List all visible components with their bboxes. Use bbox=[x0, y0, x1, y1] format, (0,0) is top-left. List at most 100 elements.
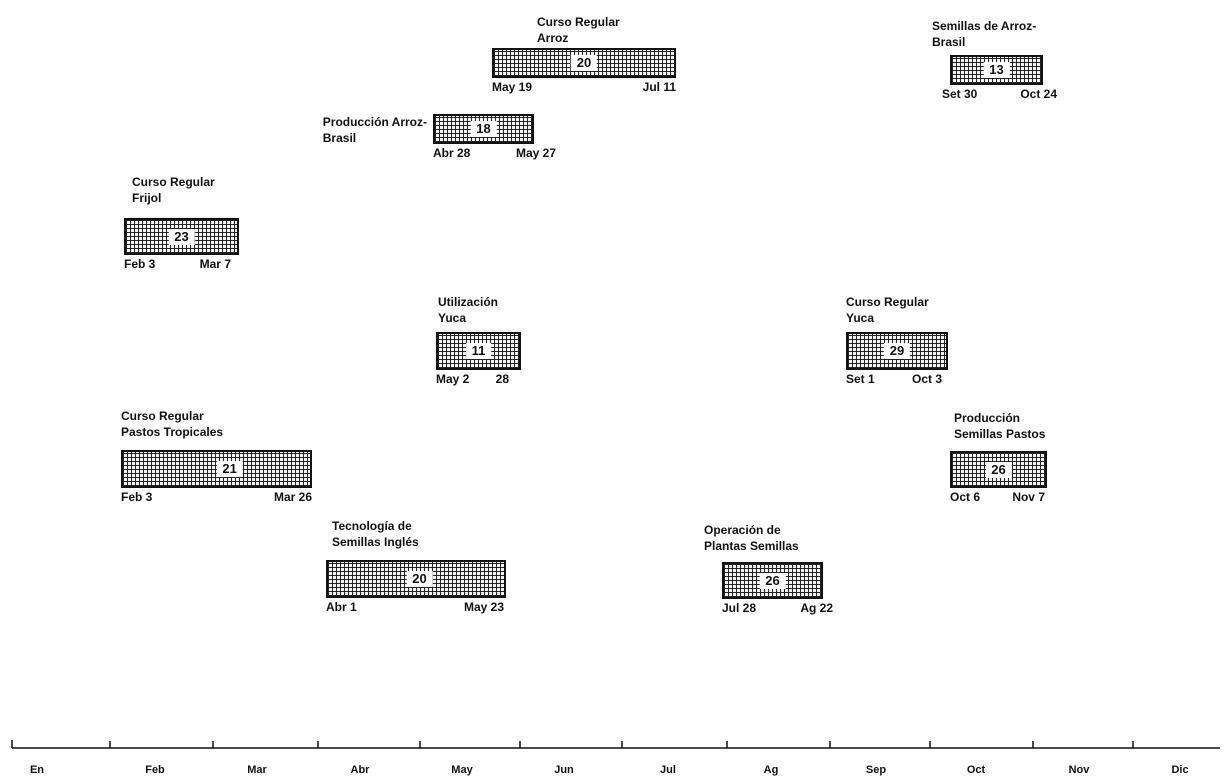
course-title: Tecnología de Semillas Inglés bbox=[326, 518, 506, 550]
course-title-line1: Producción Arroz- bbox=[322, 115, 427, 129]
start-date: Feb 3 bbox=[121, 490, 153, 504]
course-bar: 26 bbox=[722, 562, 823, 599]
end-date: May 27 bbox=[515, 146, 556, 160]
course-tecnologia: Tecnología de Semillas Inglés 20 Abr 1 M… bbox=[326, 518, 506, 615]
start-date: Jul 28 bbox=[722, 601, 757, 615]
month-label-jul: Jul bbox=[660, 764, 676, 776]
participant-count: 20 bbox=[406, 571, 433, 587]
end-date: Oct 3 bbox=[911, 372, 942, 386]
course-dates: May 2 28 bbox=[436, 371, 521, 387]
start-date: Set 1 bbox=[846, 372, 875, 386]
course-frijol: Curso Regular Frijol 23 Feb 3 Mar 7 bbox=[124, 174, 239, 272]
course-title-line1: Producción bbox=[954, 411, 1021, 425]
course-semillas-pastos: Producción Semillas Pastos 26 Oct 6 Nov … bbox=[950, 410, 1047, 505]
course-title-line1: Operación de bbox=[704, 523, 781, 537]
course-title-line2: Semillas Inglés bbox=[332, 535, 419, 549]
month-label-jun: Jun bbox=[554, 764, 574, 776]
course-title: Curso Regular Frijol bbox=[124, 174, 239, 206]
course-title: Curso Regular Pastos Tropicales bbox=[121, 408, 312, 440]
course-title-line1: Tecnología de bbox=[332, 519, 412, 533]
course-bar: 18 bbox=[433, 114, 534, 144]
end-date: Mar 7 bbox=[199, 257, 231, 271]
course-dates: Set 1 Oct 3 bbox=[846, 371, 948, 387]
participant-count: 26 bbox=[985, 461, 1012, 478]
course-dates: May 19 Jul 11 bbox=[492, 79, 676, 95]
course-title-line2: Plantas Semillas bbox=[704, 539, 799, 553]
course-yuca: Curso Regular Yuca 29 Set 1 Oct 3 bbox=[846, 294, 948, 387]
course-arroz: Curso Regular Arroz 20 May 19 Jul 11 bbox=[492, 14, 676, 95]
start-date: Abr 1 bbox=[326, 600, 357, 614]
course-title: Curso Regular Yuca bbox=[846, 294, 948, 326]
course-bar: 11 bbox=[436, 332, 521, 370]
course-title: Operación de Plantas Semillas bbox=[704, 522, 823, 554]
start-date: Oct 6 bbox=[950, 490, 981, 504]
course-title-line1: Curso Regular bbox=[846, 295, 929, 309]
end-date: Ag 22 bbox=[800, 601, 833, 615]
course-dates: Jul 28 Ag 22 bbox=[722, 600, 833, 616]
month-label-en: En bbox=[29, 764, 45, 776]
month-label-nov: Nov bbox=[1068, 764, 1090, 776]
end-date: 28 bbox=[495, 372, 509, 386]
course-title-line2: Yuca bbox=[846, 311, 875, 325]
course-title-line2: Brasil bbox=[932, 35, 966, 49]
month-label-sep: Sep bbox=[865, 764, 887, 776]
course-title-line2: Brasil bbox=[322, 131, 357, 145]
course-dates: Abr 28 May 27 bbox=[433, 145, 556, 161]
participant-count: 21 bbox=[216, 461, 243, 477]
month-label-abr: Abr bbox=[350, 764, 370, 776]
course-bar: 20 bbox=[492, 48, 676, 78]
course-title-line1: Curso Regular bbox=[132, 175, 215, 189]
course-title-line1: Curso Regular bbox=[537, 15, 620, 29]
course-dates: Oct 6 Nov 7 bbox=[950, 489, 1047, 505]
start-date: May 2 bbox=[436, 372, 470, 386]
course-title-line2: Arroz bbox=[537, 31, 569, 45]
end-date: May 23 bbox=[463, 600, 504, 614]
course-dates: Abr 1 May 23 bbox=[326, 599, 506, 615]
course-title-line1: Semillas de Arroz- bbox=[932, 19, 1037, 33]
participant-count: 20 bbox=[570, 55, 598, 71]
participant-count: 23 bbox=[168, 228, 195, 245]
month-label-dic: Dic bbox=[1171, 764, 1189, 776]
month-label-feb: Feb bbox=[145, 764, 165, 776]
course-produccion-arroz: 18 Abr 28 May 27 Producción Arroz- Brasi… bbox=[323, 112, 556, 161]
course-semillas-arroz: Semillas de Arroz- Brasil 13 Set 30 Oct … bbox=[932, 18, 1057, 102]
course-dates: Set 30 Oct 24 bbox=[942, 86, 1057, 102]
course-title-line1: Utilización bbox=[438, 295, 499, 309]
end-date: Mar 26 bbox=[273, 490, 312, 504]
course-utilizacion-yuca: Utilización Yuca 11 May 2 28 bbox=[436, 294, 521, 387]
month-label-may: May bbox=[451, 764, 473, 776]
start-date: May 19 bbox=[492, 80, 533, 94]
course-title: Producción Arroz- Brasil bbox=[323, 114, 427, 146]
course-pastos: Curso Regular Pastos Tropicales 21 Feb 3… bbox=[121, 408, 312, 505]
course-dates: Feb 3 Mar 26 bbox=[121, 489, 312, 505]
participant-count: 13 bbox=[983, 62, 1010, 78]
course-title-line2: Frijol bbox=[132, 191, 162, 205]
course-bar: 13 bbox=[950, 55, 1043, 85]
course-bar: 21 bbox=[121, 450, 312, 488]
participant-count: 26 bbox=[759, 572, 786, 589]
start-date: Set 30 bbox=[942, 87, 978, 101]
course-plantas: Operación de Plantas Semillas 26 Jul 28 … bbox=[704, 522, 833, 616]
end-date: Nov 7 bbox=[1012, 490, 1045, 504]
participant-count: 18 bbox=[470, 121, 497, 137]
course-dates: Feb 3 Mar 7 bbox=[124, 256, 239, 272]
course-bar: 20 bbox=[326, 560, 506, 598]
course-title: Utilización Yuca bbox=[436, 294, 521, 326]
participant-count: 11 bbox=[465, 343, 492, 359]
course-title: Semillas de Arroz- Brasil bbox=[932, 18, 1043, 50]
end-date: Jul 11 bbox=[642, 80, 676, 94]
month-label-ag: Ag bbox=[763, 764, 779, 776]
participant-count: 29 bbox=[883, 343, 911, 359]
course-bar: 23 bbox=[124, 218, 239, 255]
start-date: Abr 28 bbox=[433, 146, 471, 160]
course-bar: 29 bbox=[846, 332, 948, 370]
month-label-mar: Mar bbox=[247, 764, 267, 776]
course-title: Producción Semillas Pastos bbox=[950, 410, 1047, 442]
course-title-line2: Semillas Pastos bbox=[954, 427, 1046, 441]
end-date: Oct 24 bbox=[1020, 87, 1057, 101]
course-title-line2: Pastos Tropicales bbox=[121, 425, 224, 439]
course-title-line1: Curso Regular bbox=[121, 409, 204, 423]
course-bar: 26 bbox=[950, 451, 1047, 488]
start-date: Feb 3 bbox=[124, 257, 156, 271]
